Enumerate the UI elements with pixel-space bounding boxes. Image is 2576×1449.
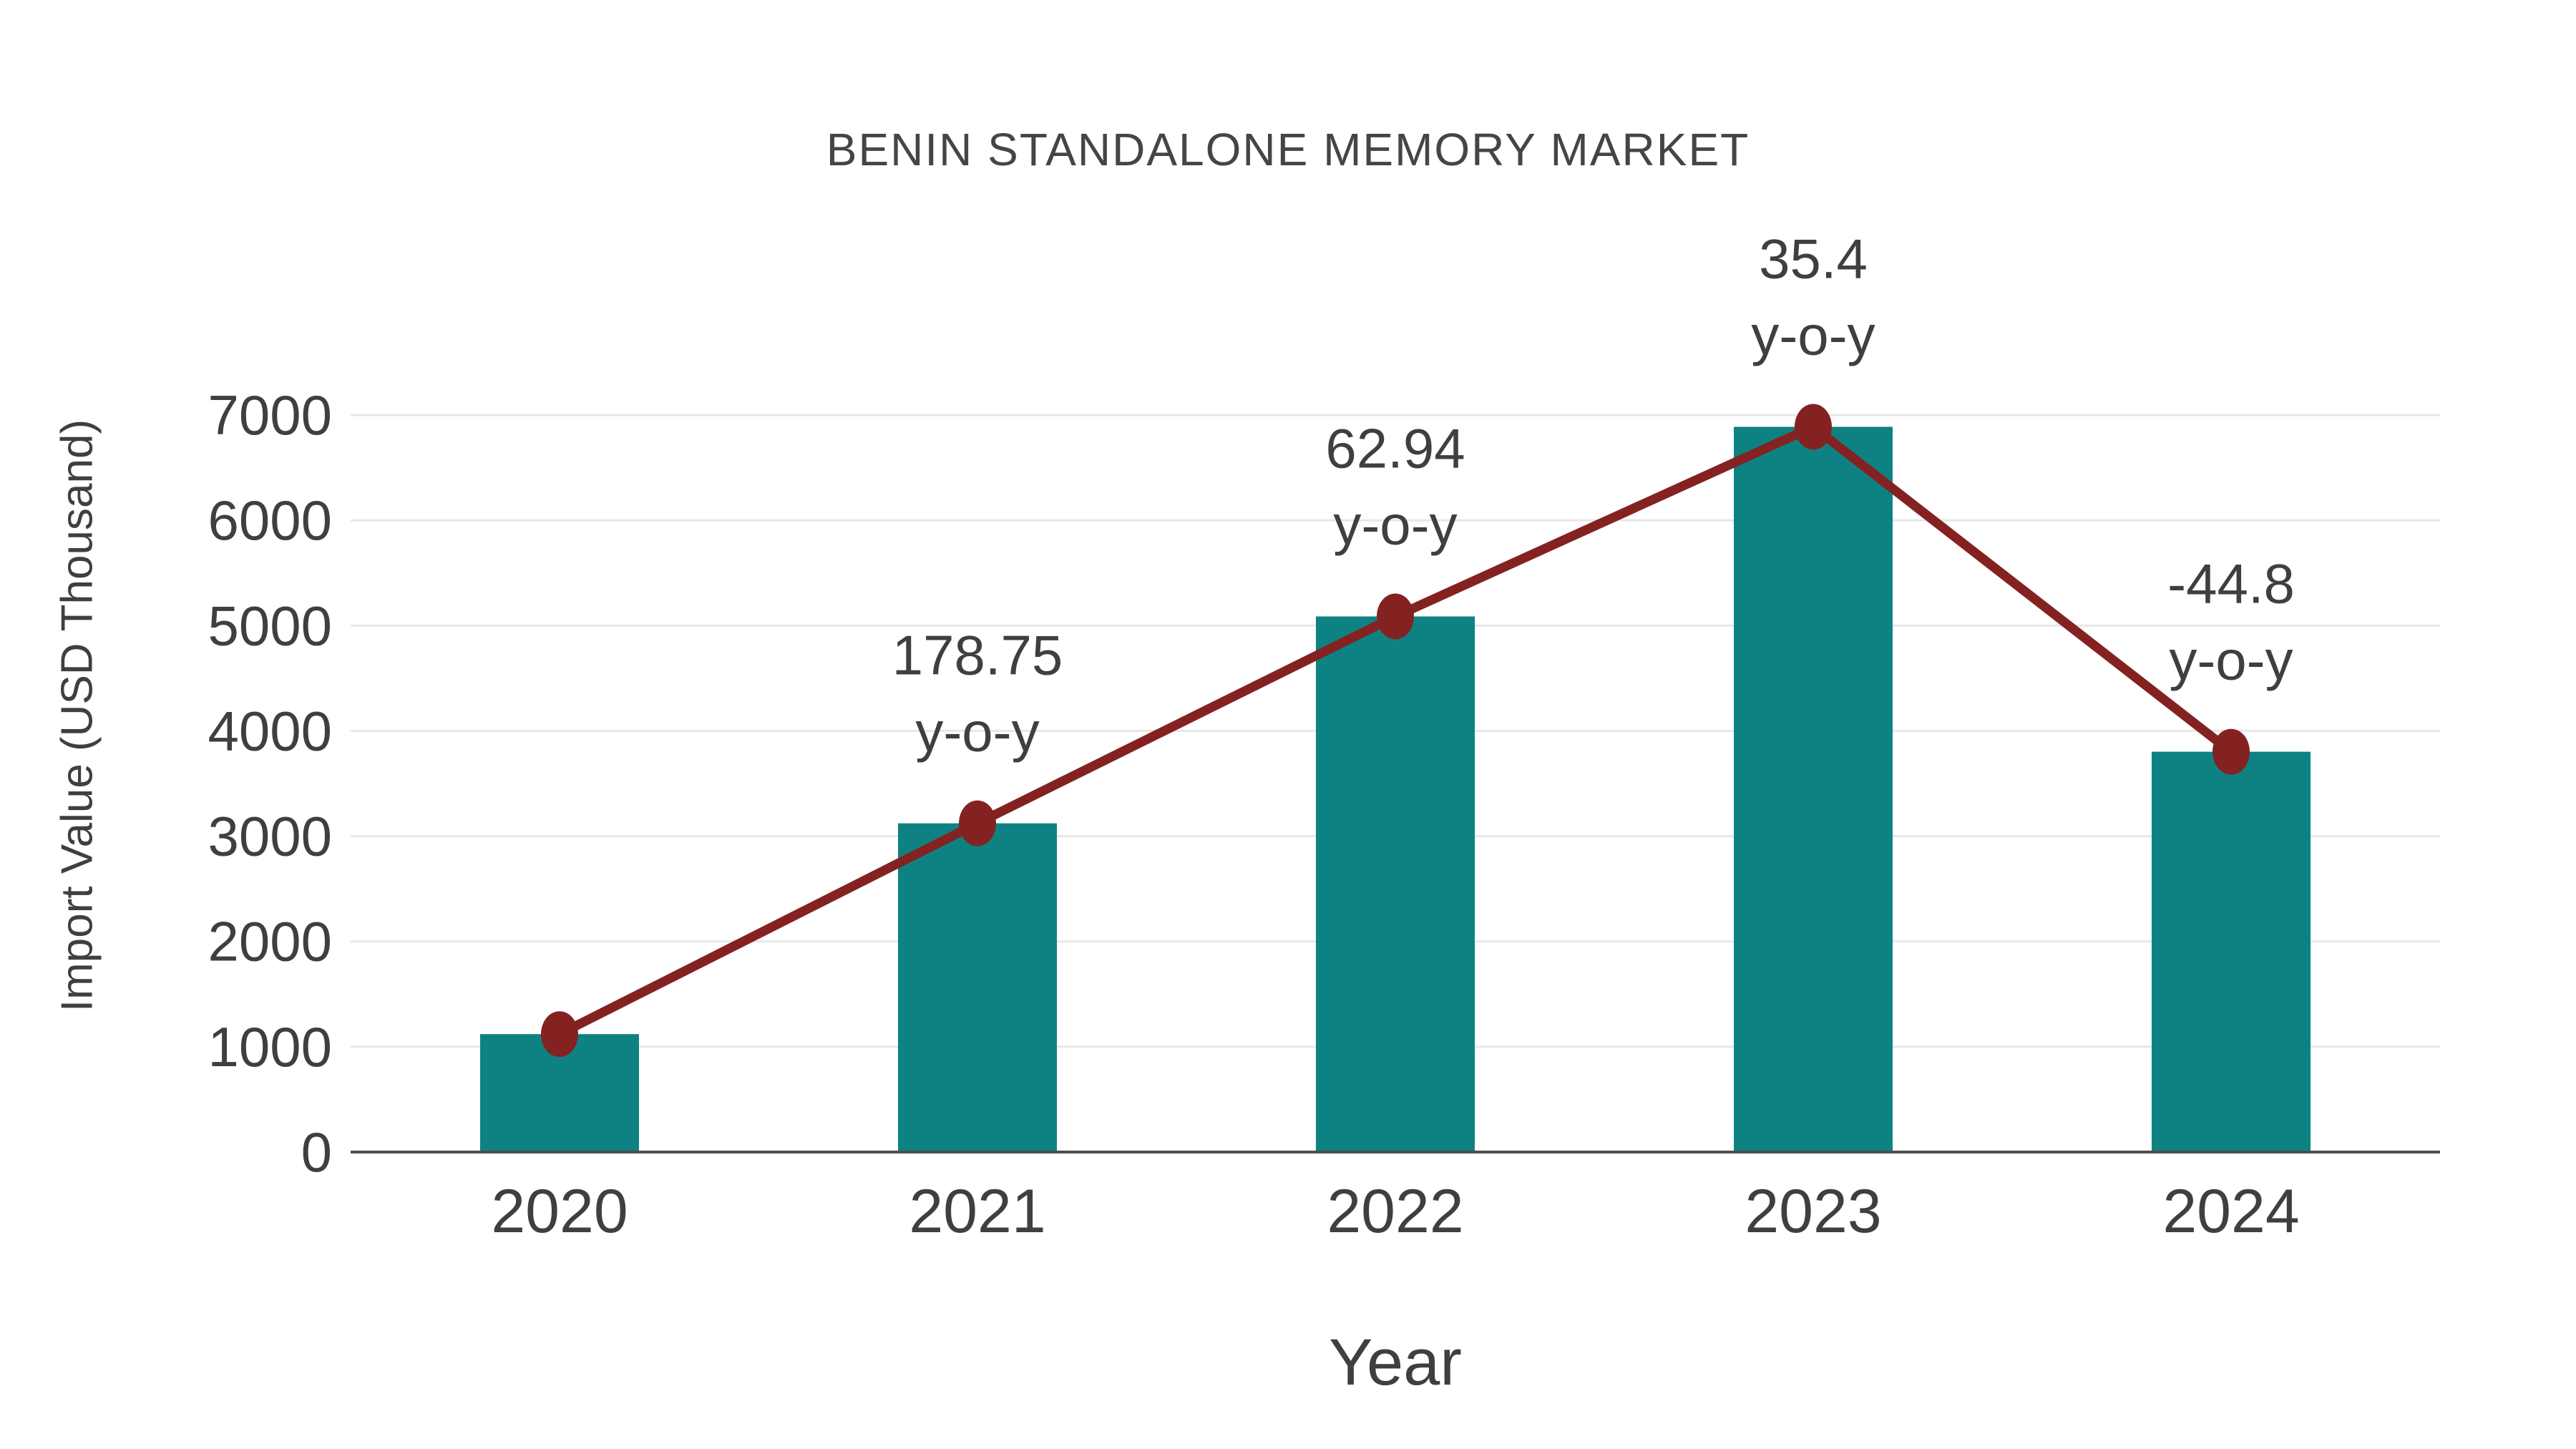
y-tick-label: 7000 — [208, 384, 332, 447]
trend-marker — [541, 1011, 578, 1058]
yoy-annotation-suffix: y-o-y — [1333, 493, 1457, 556]
yoy-annotation-suffix: y-o-y — [915, 701, 1039, 763]
yoy-annotation-suffix: y-o-y — [1751, 303, 1875, 366]
y-tick-label: 4000 — [208, 699, 332, 762]
chart-title: BENIN STANDALONE MEMORY MARKET — [826, 124, 1750, 175]
y-tick-label: 5000 — [208, 594, 332, 657]
x-tick-label: 2021 — [909, 1177, 1045, 1246]
yoy-annotation-value: 178.75 — [892, 624, 1063, 687]
yoy-annotation-value: -44.8 — [2167, 552, 2295, 615]
trend-marker — [1377, 593, 1414, 640]
y-tick-label: 0 — [301, 1121, 332, 1184]
x-axis-title: Year — [1329, 1326, 1462, 1399]
y-tick-label: 3000 — [208, 805, 332, 868]
y-tick-label: 1000 — [208, 1015, 332, 1078]
y-tick-label: 6000 — [208, 489, 332, 552]
yoy-annotation-suffix: y-o-y — [2169, 629, 2293, 692]
yoy-annotation-value: 62.94 — [1325, 416, 1465, 479]
x-tick-label: 2023 — [1745, 1177, 1881, 1246]
x-tick-label: 2022 — [1327, 1177, 1463, 1246]
yoy-annotation-value: 35.4 — [1759, 227, 1868, 290]
bar — [2152, 751, 2311, 1152]
x-tick-label: 2020 — [491, 1177, 628, 1246]
x-tick-label: 2024 — [2162, 1177, 2299, 1246]
bar — [898, 823, 1057, 1152]
trend-marker — [959, 800, 996, 847]
bar — [1316, 616, 1475, 1152]
y-tick-label: 2000 — [208, 910, 332, 973]
trend-marker — [1795, 404, 1832, 450]
bar — [1734, 426, 1893, 1152]
trend-marker — [2212, 728, 2250, 775]
